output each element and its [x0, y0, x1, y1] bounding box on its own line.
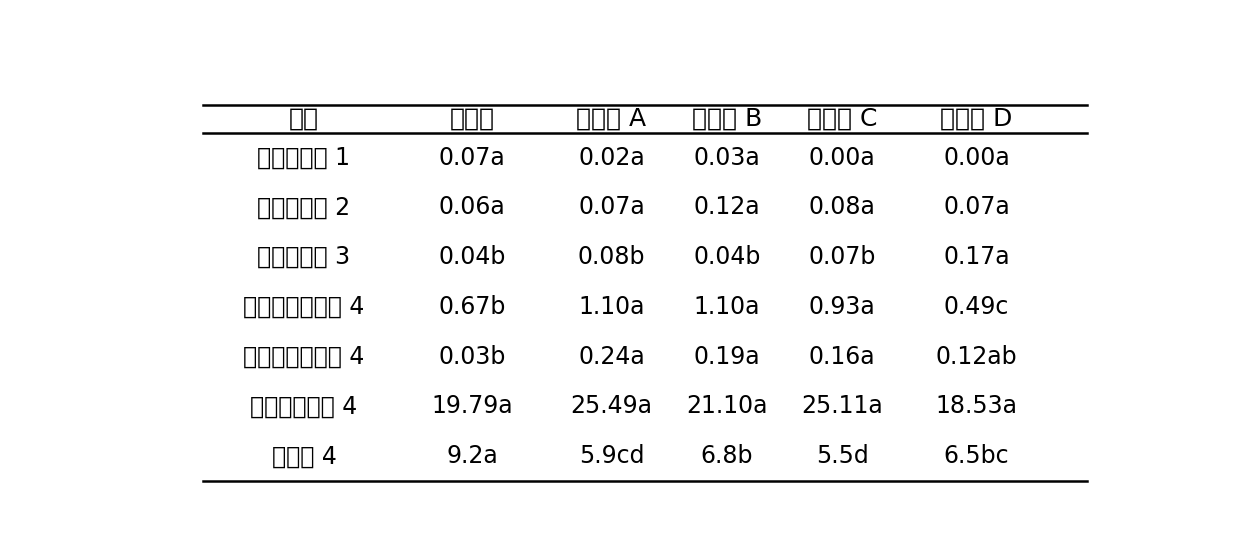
Text: 25.49a: 25.49a — [570, 395, 652, 418]
Text: 0.12a: 0.12a — [693, 195, 760, 219]
Text: 0.93a: 0.93a — [808, 295, 875, 319]
Text: 一级侧枝数密度 4: 一级侧枝数密度 4 — [243, 295, 365, 319]
Text: 试验组 A: 试验组 A — [577, 107, 646, 131]
Text: 0.07b: 0.07b — [808, 245, 875, 269]
Text: 0.00a: 0.00a — [944, 146, 1011, 170]
Text: 1.10a: 1.10a — [693, 295, 760, 319]
Text: 0.17a: 0.17a — [944, 245, 1009, 269]
Text: 0.03b: 0.03b — [439, 345, 506, 369]
Text: 二级侧枝数密度 4: 二级侧枝数密度 4 — [243, 345, 365, 369]
Text: 侧枝总长密度 4: 侧枝总长密度 4 — [250, 395, 357, 418]
Text: 6.5bc: 6.5bc — [944, 444, 1009, 468]
Text: 1.10a: 1.10a — [578, 295, 645, 319]
Text: 高茎比 4: 高茎比 4 — [272, 444, 336, 468]
Text: 18.53a: 18.53a — [936, 395, 1018, 418]
Text: 0.08b: 0.08b — [578, 245, 645, 269]
Text: 0.06a: 0.06a — [439, 195, 506, 219]
Text: 21.10a: 21.10a — [686, 395, 768, 418]
Text: 0.00a: 0.00a — [808, 146, 875, 170]
Text: 0.07a: 0.07a — [439, 146, 506, 170]
Text: 0.07a: 0.07a — [578, 195, 645, 219]
Text: 0.19a: 0.19a — [693, 345, 760, 369]
Text: 0.03a: 0.03a — [693, 146, 760, 170]
Text: 指标: 指标 — [289, 107, 319, 131]
Text: 5.9cd: 5.9cd — [579, 444, 645, 468]
Text: 0.07a: 0.07a — [944, 195, 1011, 219]
Text: 0.04b: 0.04b — [439, 245, 506, 269]
Text: 试验组 B: 试验组 B — [692, 107, 761, 131]
Text: 0.16a: 0.16a — [808, 345, 875, 369]
Text: 0.49c: 0.49c — [944, 295, 1009, 319]
Text: 试验组 C: 试验组 C — [807, 107, 878, 131]
Text: 9.2a: 9.2a — [446, 444, 498, 468]
Text: 0.04b: 0.04b — [693, 245, 760, 269]
Text: 0.02a: 0.02a — [578, 146, 645, 170]
Text: 0.67b: 0.67b — [439, 295, 506, 319]
Text: 对照组: 对照组 — [450, 107, 495, 131]
Text: 0.12ab: 0.12ab — [936, 345, 1018, 369]
Text: 侧枝数密度 3: 侧枝数密度 3 — [258, 245, 351, 269]
Text: 5.5d: 5.5d — [816, 444, 868, 468]
Text: 19.79a: 19.79a — [432, 395, 513, 418]
Text: 侧枝数密度 2: 侧枝数密度 2 — [258, 195, 351, 219]
Text: 6.8b: 6.8b — [701, 444, 753, 468]
Text: 0.08a: 0.08a — [808, 195, 875, 219]
Text: 25.11a: 25.11a — [801, 395, 883, 418]
Text: 侧枝数密度 1: 侧枝数密度 1 — [258, 146, 351, 170]
Text: 0.24a: 0.24a — [578, 345, 645, 369]
Text: 试验组 D: 试验组 D — [940, 107, 1013, 131]
